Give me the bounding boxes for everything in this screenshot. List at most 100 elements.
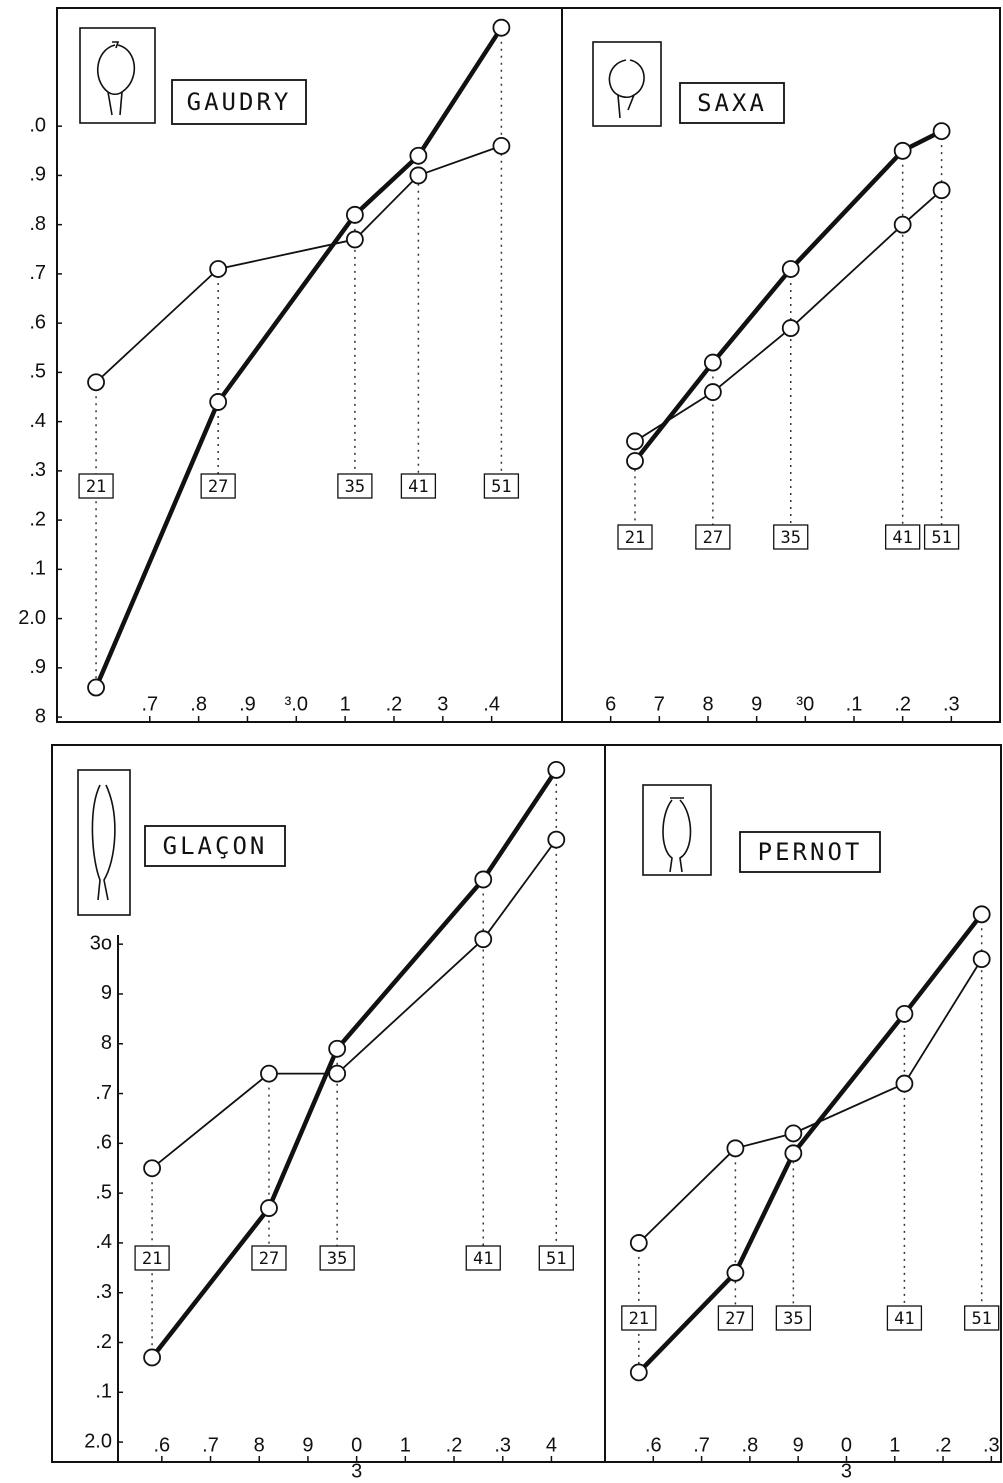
data-point (345, 205, 364, 224)
panel-title: GLAÇON (163, 832, 268, 860)
x-tick-label: .2 (894, 693, 911, 715)
data-point (328, 1064, 347, 1083)
y-tick-label: .1 (95, 1381, 112, 1403)
point-label: 51 (971, 1309, 991, 1329)
data-point (626, 452, 644, 470)
point-label: 27 (259, 1249, 279, 1269)
title-box (739, 831, 881, 873)
data-point (932, 181, 951, 200)
x-tick-label: .7 (141, 693, 158, 715)
y-tick-label: 8 (101, 1032, 112, 1054)
x-tick-label: .2 (386, 693, 403, 715)
data-point (972, 950, 991, 969)
data-point (626, 432, 644, 451)
y-tick-label: .9 (29, 656, 46, 678)
data-point (703, 383, 722, 401)
point-label: 51 (546, 1249, 566, 1269)
data-point (345, 230, 364, 249)
label-box (923, 524, 960, 550)
label-box (886, 1305, 923, 1331)
x-tick-label: .4 (483, 693, 500, 715)
x-tick-label: .6 (153, 1434, 170, 1456)
data-point (547, 830, 566, 849)
data-point (784, 1124, 803, 1143)
x-tick-label: 3 (437, 693, 448, 715)
y-tick-label: 2.0 (84, 1430, 112, 1452)
point-label: 35 (780, 528, 800, 548)
x-tick-label: 1 (340, 693, 351, 715)
title-box (171, 79, 307, 125)
y-tick-label: .3 (29, 459, 46, 481)
data-point (492, 136, 511, 155)
label-box (251, 1245, 287, 1271)
x-axis-label: 3 (841, 1460, 852, 1482)
bottom-frame (51, 744, 1002, 1463)
y-tick-label: .0 (29, 114, 46, 136)
label-box (465, 1245, 501, 1271)
point-label: 51 (931, 528, 951, 548)
point-label: 41 (408, 477, 428, 497)
label-box (617, 524, 653, 550)
data-point (781, 260, 800, 278)
data-point (209, 260, 228, 278)
data-point (547, 760, 566, 779)
point-label: 21 (629, 1309, 649, 1329)
data-point (143, 1159, 161, 1178)
label-box (483, 473, 520, 499)
x-tick-label: 1 (400, 1434, 411, 1456)
icon-frame (77, 769, 131, 916)
data-point (409, 166, 428, 185)
x-tick-label: 8 (702, 693, 713, 715)
point-label: 35 (783, 1309, 803, 1329)
icons (77, 27, 712, 916)
panel-title: SAXA (697, 89, 767, 117)
point-label: 51 (491, 477, 511, 497)
point-label: 27 (725, 1309, 745, 1329)
label-box (775, 1305, 811, 1331)
x-tick-label: .2 (446, 1434, 463, 1456)
y-tick-label: 9 (101, 982, 112, 1004)
label-box (621, 1305, 657, 1331)
data-point (409, 146, 428, 165)
x-tick-label: .3 (943, 693, 960, 715)
x-tick-label: 9 (793, 1434, 804, 1456)
point-label: 27 (703, 528, 723, 548)
y-tick-label: .7 (95, 1082, 112, 1104)
point-label: 35 (327, 1249, 347, 1269)
data-point (784, 1144, 803, 1163)
y-tick-label: .6 (29, 311, 46, 333)
data-point (492, 18, 511, 37)
y-tick-label: .5 (95, 1181, 112, 1203)
icon-frame (642, 784, 712, 876)
y-tick-label: .8 (29, 213, 46, 235)
x-tick-label: .3 (494, 1434, 511, 1456)
y-tick-label: .6 (95, 1132, 112, 1154)
point-label: 41 (892, 528, 912, 548)
data-point (143, 1348, 161, 1367)
y-tick-label: .7 (29, 262, 46, 284)
fruit-icon (662, 797, 692, 873)
data-point (893, 141, 912, 160)
x-tick-label: .8 (190, 693, 207, 715)
point-label: 21 (86, 477, 106, 497)
icon-frame (79, 27, 156, 124)
y-tick-label: 8 (35, 705, 46, 727)
data-point (87, 678, 105, 697)
y-tick-label: 2.0 (18, 607, 46, 629)
y-tick-label: 3o (90, 932, 112, 954)
label-box (134, 1245, 170, 1271)
point-label: 35 (345, 477, 365, 497)
x-tick-label: 9 (751, 693, 762, 715)
title-box (144, 825, 286, 867)
x-tick-label: ³0 (796, 693, 814, 715)
data-point (893, 215, 912, 234)
label-box (964, 1305, 1000, 1331)
series-line (638, 958, 983, 1244)
label-box (78, 473, 114, 499)
x-tick-label: 0 (351, 1434, 362, 1456)
y-tick-label: .2 (95, 1331, 112, 1353)
point-label: 21 (625, 528, 645, 548)
x-tick-label: 6 (605, 693, 616, 715)
